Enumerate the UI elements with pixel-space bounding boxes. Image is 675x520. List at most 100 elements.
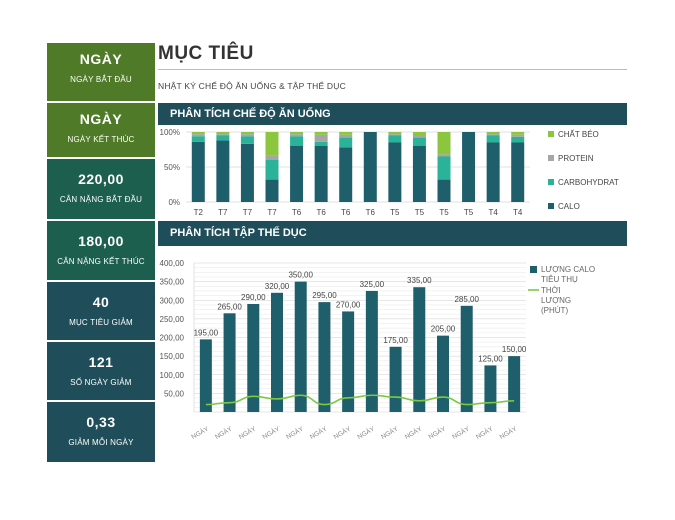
exercise-analysis-chart: 400,00 350,00 300,00 250,00 200,00 150,00 100,… [160, 259, 596, 441]
data-label: 325,00 [360, 280, 385, 289]
bar-segment [191, 141, 205, 202]
title-divider [158, 69, 627, 70]
stat-card: 0,33 GIẢM MỖI NGÀY [47, 402, 155, 462]
bar-segment [486, 132, 500, 135]
calorie-bar [247, 303, 260, 412]
x-tick-label: NGÀY [379, 424, 400, 441]
legend-swatch [548, 179, 554, 185]
x-tick-label: T5 [415, 208, 425, 217]
bar-segment [511, 134, 525, 137]
stat-value: 121 [88, 354, 114, 370]
legend-swatch [530, 266, 537, 273]
y-tick-label: 0% [168, 198, 180, 207]
bar-segment [290, 136, 304, 146]
bar-segment [240, 132, 254, 135]
calorie-bar [294, 281, 307, 412]
calorie-bar [389, 346, 402, 412]
legend-label: LƯỢNG CALO TIÊU THỤ [541, 265, 595, 284]
data-label: 335,00 [407, 276, 432, 285]
bar-segment [339, 147, 353, 202]
data-label: 175,00 [383, 336, 408, 345]
bar-segment [388, 142, 402, 202]
x-tick-label: T4 [488, 208, 498, 217]
exercise-section-header: PHÂN TÍCH TẬP THỂ DỤC [158, 221, 627, 246]
y-tick-label: 150,00 [160, 352, 185, 361]
calorie-bar [199, 339, 212, 412]
bar-segment [290, 132, 304, 135]
data-label: 150,00 [502, 345, 527, 354]
legend-swatch [548, 131, 554, 137]
stat-card: NGÀY NGÀY KẾT THÚC [47, 103, 155, 157]
stat-card: NGÀY NGÀY BẮT ĐẦU [47, 43, 155, 101]
data-label: 205,00 [431, 325, 456, 334]
bar-segment [290, 146, 304, 202]
x-tick-label: T5 [439, 208, 449, 217]
stat-label: NGÀY BẮT ĐẦU [70, 75, 132, 84]
stat-value: 40 [92, 294, 110, 310]
legend-label: CARBOHYDRAT [558, 178, 619, 187]
stat-value: 220,00 [78, 171, 124, 187]
bar-segment [388, 134, 402, 136]
x-tick-label: T6 [316, 208, 326, 217]
data-label: 195,00 [194, 328, 219, 337]
calorie-bar [413, 287, 426, 412]
x-tick-label: T6 [366, 208, 376, 217]
data-label: 125,00 [478, 354, 503, 363]
stat-label: GIẢM MỖI NGÀY [68, 438, 134, 447]
x-tick-label: T7 [218, 208, 228, 217]
bar-segment [412, 137, 426, 146]
x-tick-label: NGÀY [237, 424, 258, 441]
bar-segment [314, 141, 328, 146]
legend-label: CALO [558, 202, 580, 211]
x-tick-label: NGÀY [427, 424, 448, 441]
stat-card: 180,00 CÂN NẶNG KẾT THÚC [47, 221, 155, 280]
bar-segment [486, 135, 500, 143]
bar-segment [216, 134, 230, 136]
stat-card: 220,00 CÂN NẶNG BẮT ĐẦU [47, 159, 155, 219]
bar-segment [437, 154, 451, 157]
bar-segment [363, 132, 377, 202]
x-tick-label: NGÀY [213, 424, 234, 441]
bar-segment [339, 137, 353, 148]
x-tick-label: T5 [464, 208, 474, 217]
stat-card: 40 MỤC TIÊU GIẢM [47, 282, 155, 340]
calorie-bar [508, 356, 521, 412]
duration-line [205, 394, 515, 406]
page-title: MỤC TIÊU [158, 43, 254, 64]
x-tick-label: NGÀY [308, 424, 329, 441]
y-tick-label: 50% [164, 163, 180, 172]
bar-segment [437, 179, 451, 202]
x-tick-label: NGÀY [189, 424, 210, 441]
legend-label: PROTEIN [558, 154, 594, 163]
bar-segment [240, 143, 254, 202]
y-tick-label: 350,00 [160, 278, 185, 287]
y-tick-label: 50,00 [164, 389, 185, 398]
x-tick-label: T7 [267, 208, 277, 217]
bar-segment [412, 132, 426, 136]
bar-segment [191, 134, 205, 137]
data-label: 320,00 [265, 282, 290, 291]
x-tick-label: NGÀY [332, 424, 353, 441]
y-tick-label: 200,00 [160, 334, 185, 343]
bar-segment [265, 179, 279, 202]
data-label: 295,00 [312, 291, 337, 300]
x-tick-label: T6 [341, 208, 351, 217]
x-tick-label: T2 [194, 208, 204, 217]
stat-value: 180,00 [78, 233, 124, 249]
stat-value: NGÀY [79, 111, 123, 127]
bar-segment [339, 132, 353, 135]
bar-segment [486, 134, 500, 136]
calorie-bar [460, 305, 473, 412]
calorie-bar [318, 302, 331, 412]
bar-segment [437, 132, 451, 155]
data-label: 285,00 [454, 295, 479, 304]
bar-segment [511, 136, 525, 143]
page-subtitle: NHẬT KÝ CHẾ ĐỘ ĂN UỐNG & TẬP THỂ DỤC [158, 81, 346, 91]
stat-value: 0,33 [86, 414, 116, 430]
legend-swatch [548, 155, 554, 161]
bar-segment [240, 136, 254, 144]
x-tick-label: T5 [390, 208, 400, 217]
diet-analysis-chart: 100% 50% 0% T2 T7 T7 T7 T6 T6 T6 T6 T5 T5 T5 T5 T4 T4 CHẤ… [160, 128, 619, 217]
bar-segment [240, 134, 254, 137]
bar-segment [486, 142, 500, 202]
